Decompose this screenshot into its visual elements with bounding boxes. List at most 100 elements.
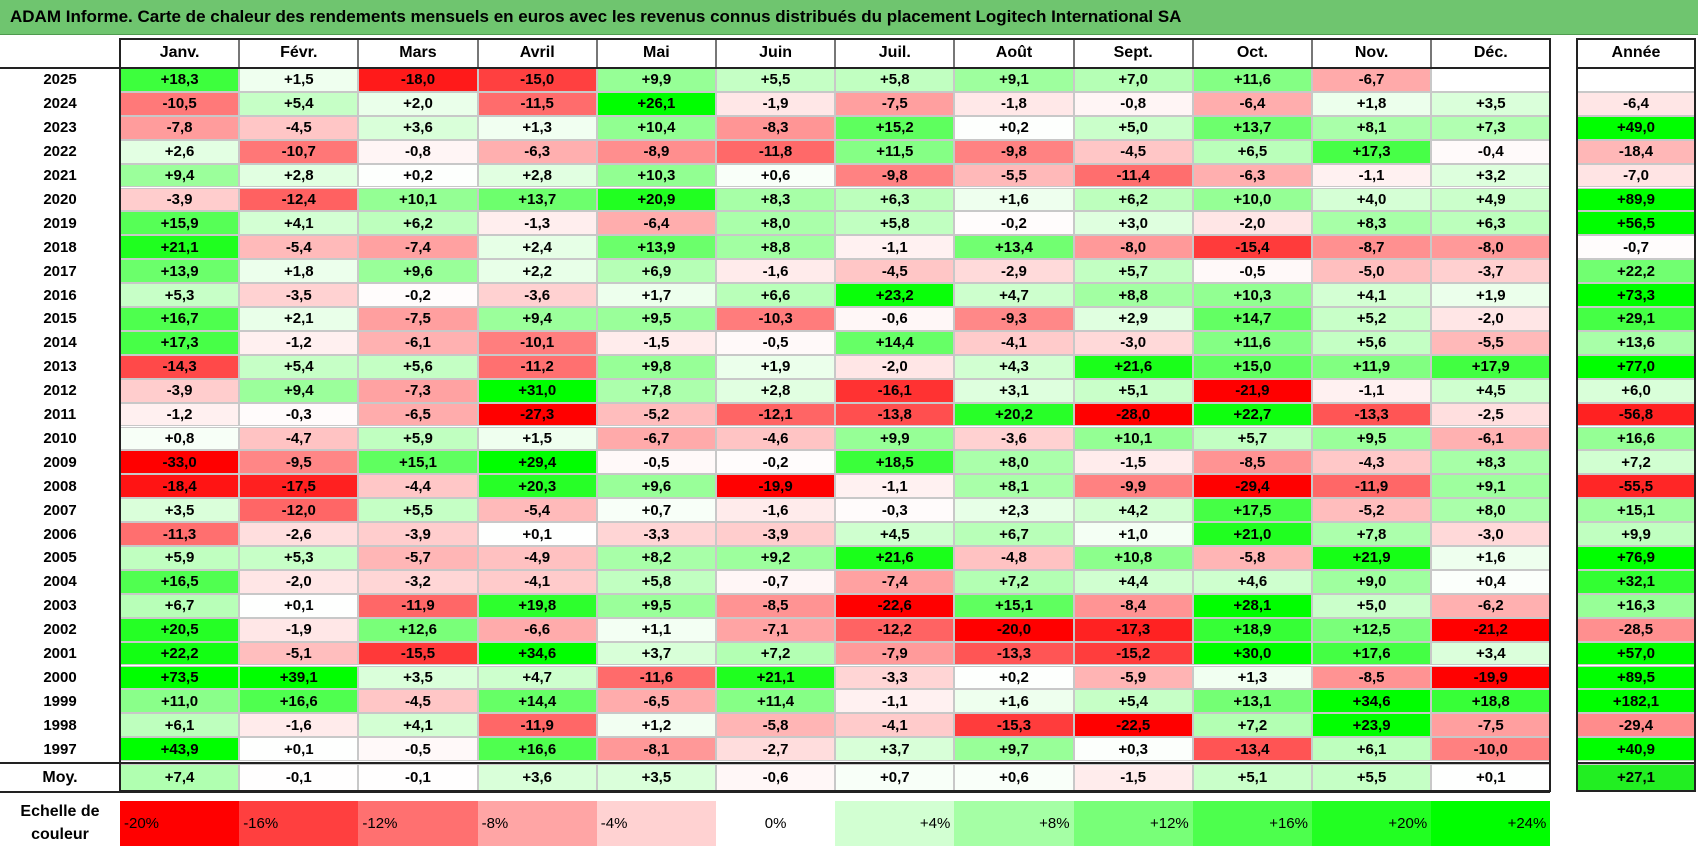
- heatmap-cell: +17,3: [120, 330, 240, 355]
- heatmap-cell: +9,4: [120, 163, 240, 188]
- heatmap-cell: -12,2: [835, 617, 955, 642]
- heatmap-cell: +21,6: [1073, 354, 1193, 379]
- heatmap-cell: -15,2: [1073, 641, 1193, 666]
- annual-cell: +22,2: [1577, 259, 1695, 284]
- heatmap-cell: +8,3: [1431, 450, 1551, 475]
- color-scale-step: +20%: [1312, 801, 1432, 846]
- heatmap-cell: -1,9: [716, 91, 836, 116]
- year-label: 2015: [0, 307, 120, 331]
- heatmap-cell: -10,7: [239, 139, 359, 164]
- heatmap-cell: -17,5: [239, 474, 359, 499]
- heatmap-cell: +6,1: [1312, 737, 1432, 762]
- heatmap-cell: -5,4: [477, 498, 597, 523]
- heatmap-cell: -1,1: [1312, 378, 1432, 403]
- heatmap-cell: +4,6: [1192, 569, 1312, 594]
- annual-header: Année: [1577, 38, 1695, 68]
- heatmap-cell: -10,0: [1431, 737, 1551, 762]
- heatmap-cell: +20,5: [120, 617, 240, 642]
- heatmap-cell: +8,0: [1431, 498, 1551, 523]
- heatmap-cell: +73,5: [120, 665, 240, 690]
- heatmap-cell: +9,5: [596, 307, 716, 331]
- year-label: 2009: [0, 450, 120, 475]
- year-label: 2020: [0, 187, 120, 212]
- heatmap-cell: +0,2: [358, 163, 478, 188]
- heatmap-cell: -15,5: [358, 641, 478, 666]
- heatmap-cell: +30,0: [1192, 641, 1312, 666]
- month-header: Sept.: [1073, 38, 1193, 68]
- heatmap-cell: -6,3: [1192, 163, 1312, 188]
- heatmap-cell: +6,5: [1192, 139, 1312, 164]
- heatmap-cell: +4,5: [835, 522, 955, 546]
- heatmap-cell: -29,4: [1192, 474, 1312, 499]
- heatmap-cell: +7,8: [596, 378, 716, 403]
- heatmap-cell: +9,5: [1312, 426, 1432, 451]
- heatmap-cell: -0,2: [716, 450, 836, 475]
- heatmap-cell: +0,1: [477, 522, 597, 546]
- color-scale-step: +16%: [1192, 801, 1312, 846]
- heatmap-cell: +3,7: [596, 641, 716, 666]
- heatmap-cell: +1,7: [596, 283, 716, 307]
- heatmap-cell: +3,2: [1431, 163, 1551, 188]
- annual-cell: +9,9: [1577, 522, 1695, 546]
- heatmap-cell: -3,9: [120, 187, 240, 212]
- heatmap-cell: +12,6: [358, 617, 478, 642]
- heatmap-cell: -4,4: [358, 474, 478, 499]
- heatmap-cell: +10,4: [596, 115, 716, 140]
- heatmap-cell: -13,3: [954, 641, 1074, 666]
- heatmap-cell: -4,5: [1073, 139, 1193, 164]
- heatmap-cell: +10,3: [596, 163, 716, 188]
- average-cell: +5,1: [1192, 764, 1312, 791]
- year-label: 2018: [0, 235, 120, 260]
- average-cell: -0,6: [716, 764, 836, 791]
- year-label: 2022: [0, 139, 120, 164]
- heatmap-cell: -6,5: [358, 402, 478, 427]
- heatmap-cell: +9,0: [1312, 569, 1432, 594]
- heatmap-cell: +5,8: [835, 68, 955, 92]
- heatmap-cell: -8,4: [1073, 593, 1193, 618]
- heatmap-cell: -1,8: [954, 91, 1074, 116]
- average-cell: -0,1: [358, 764, 478, 791]
- heatmap-cell: +3,4: [1431, 641, 1551, 666]
- year-label: 2012: [0, 378, 120, 403]
- heatmap-cell: +13,1: [1192, 689, 1312, 714]
- heatmap-cell: +1,5: [477, 426, 597, 451]
- heatmap-cell: +20,2: [954, 402, 1074, 427]
- heatmap-cell: +15,1: [358, 450, 478, 475]
- heatmap-cell: -21,9: [1192, 378, 1312, 403]
- annual-cell: +76,9: [1577, 546, 1695, 570]
- heatmap-cell: +22,7: [1192, 402, 1312, 427]
- annual-cell: +77,0: [1577, 354, 1695, 379]
- heatmap-cell: -1,1: [835, 474, 955, 499]
- heatmap-cell: -9,5: [239, 450, 359, 475]
- annual-cell: -6,4: [1577, 91, 1695, 116]
- heatmap-cell: -5,5: [1431, 330, 1551, 355]
- heatmap-cell: -3,9: [716, 522, 836, 546]
- heatmap-cell: -9,8: [835, 163, 955, 188]
- color-scale-step: +4%: [835, 801, 955, 846]
- heatmap-cell: -2,6: [239, 522, 359, 546]
- heatmap-cell: -8,0: [1431, 235, 1551, 260]
- heatmap-cell: +13,7: [1192, 115, 1312, 140]
- heatmap-cell: +18,3: [120, 68, 240, 92]
- heatmap-cell: -2,0: [835, 354, 955, 379]
- heatmap-cell: +1,3: [1192, 665, 1312, 690]
- heatmap-cell: -4,1: [477, 569, 597, 594]
- heatmap-cell: +5,0: [1312, 593, 1432, 618]
- heatmap-cell: +10,8: [1073, 546, 1193, 570]
- year-label: 2002: [0, 617, 120, 642]
- heatmap-cell: -1,1: [835, 689, 955, 714]
- heatmap-cell: +0,6: [716, 163, 836, 188]
- heatmap-cell: +5,9: [120, 546, 240, 570]
- heatmap-cell: +8,2: [596, 546, 716, 570]
- heatmap-cell: -6,6: [477, 617, 597, 642]
- year-label: 2001: [0, 641, 120, 666]
- heatmap-cell: -9,9: [1073, 474, 1193, 499]
- heatmap-cell: -8,3: [716, 115, 836, 140]
- heatmap-cell: -15,0: [477, 68, 597, 92]
- heatmap-cell: +7,2: [1192, 713, 1312, 738]
- annual-cell: +182,1: [1577, 689, 1695, 714]
- heatmap-cell: -27,3: [477, 402, 597, 427]
- heatmap-cell: -1,6: [716, 498, 836, 523]
- heatmap-cell: -2,7: [716, 737, 836, 762]
- heatmap-cell: +0,4: [1431, 569, 1551, 594]
